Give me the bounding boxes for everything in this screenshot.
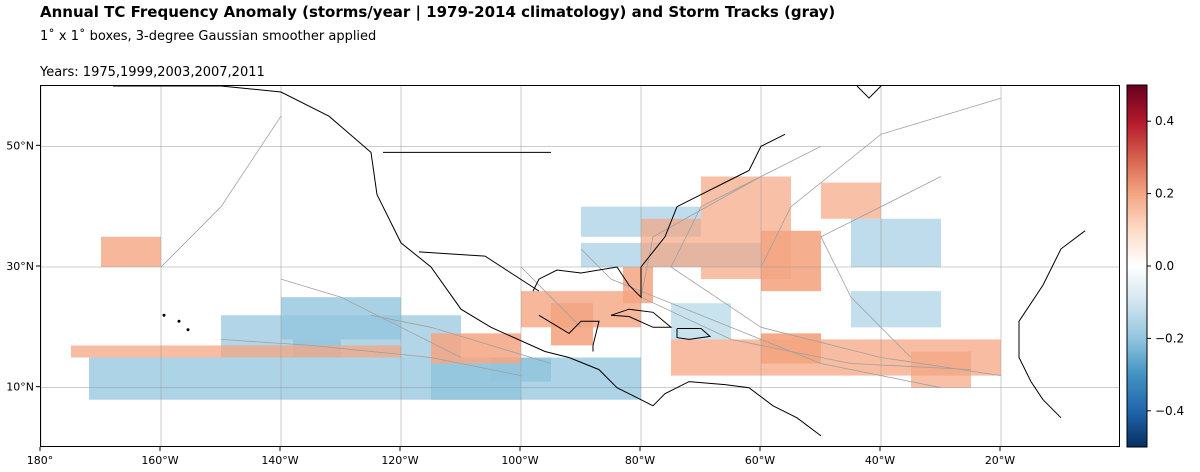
coastline — [113, 86, 654, 407]
anomaly-cell — [671, 303, 731, 340]
storm-track — [760, 97, 1002, 268]
latitude-ticks: 10°N 30°N 50°N — [6, 139, 40, 394]
map-canvas — [41, 86, 1119, 446]
coastline — [532, 133, 786, 299]
colorbar-tick-label: −0.4 — [1155, 404, 1184, 418]
anomaly-cell — [641, 218, 701, 267]
colorbar-tick-label: 0.4 — [1155, 114, 1174, 128]
coastline — [652, 381, 822, 437]
anomaly-cell — [851, 218, 941, 267]
anomaly-cell — [71, 345, 401, 358]
lon-tick-label: 180° — [27, 454, 54, 467]
colorbar-ticks: 0.4 0.2 0.0 −0.2 −0.4 — [1147, 114, 1184, 418]
coastline — [610, 308, 673, 328]
anomaly-layer — [71, 176, 1001, 400]
storm-track — [370, 314, 552, 364]
anomaly-cell — [281, 297, 401, 340]
anomaly-cell — [101, 236, 161, 267]
coastline — [856, 86, 882, 99]
storm-track — [280, 278, 462, 358]
colorbar-tick-label: 0.0 — [1155, 259, 1174, 273]
years-label: Years: 1975,1999,2003,2007,2011 — [40, 65, 265, 80]
lon-tick-label: 120°W — [381, 454, 418, 467]
storm-track — [640, 176, 972, 370]
colorbar-tick-label: 0.2 — [1155, 187, 1174, 201]
lon-tick-label: 140°W — [261, 454, 298, 467]
anomaly-cell — [761, 230, 821, 292]
coastline — [538, 314, 600, 352]
anomaly-cell — [89, 357, 641, 400]
coastline — [1018, 230, 1086, 419]
colorbar: 0.4 0.2 0.0 −0.2 −0.4 — [1126, 84, 1184, 448]
storm-track — [820, 176, 942, 358]
lat-tick-label: 30°N — [6, 260, 34, 273]
storm-track — [670, 145, 1002, 376]
storm-tracks — [160, 97, 1002, 389]
storm-track — [220, 339, 522, 376]
lon-tick-label: 60°W — [745, 454, 775, 467]
map-panel — [40, 85, 1120, 447]
anomaly-cell — [761, 333, 821, 364]
chart-title: Annual TC Frequency Anomaly (storms/year… — [40, 3, 836, 21]
storm-track — [520, 266, 582, 328]
anomaly-cell — [431, 333, 521, 364]
lon-tick-label: 100°W — [501, 454, 538, 467]
anomaly-cell — [551, 303, 593, 346]
lon-tick-label: 20°W — [985, 454, 1015, 467]
storm-track — [160, 115, 282, 268]
colorbar-gradient — [1126, 84, 1148, 448]
lat-tick-label: 50°N — [6, 139, 34, 152]
graticule — [41, 86, 1119, 446]
lon-tick-label: 80°W — [625, 454, 655, 467]
lon-tick-label: 40°W — [865, 454, 895, 467]
island — [186, 328, 190, 332]
island — [177, 319, 181, 323]
island — [162, 313, 166, 317]
chart-subtitle: 1˚ x 1˚ boxes, 3-degree Gaussian smoothe… — [40, 29, 377, 44]
anomaly-cell — [821, 182, 881, 219]
storm-track — [580, 248, 942, 389]
colorbar-tick-label: −0.2 — [1155, 331, 1184, 345]
coastlines — [113, 86, 1086, 437]
lon-tick-label: 160°W — [141, 454, 178, 467]
lat-tick-label: 10°N — [6, 381, 34, 394]
longitude-ticks: 180° 160°W 140°W 120°W 100°W 80°W 60°W 40°W 20°W — [27, 447, 1015, 467]
anomaly-cell — [623, 267, 653, 304]
anomaly-cell — [851, 291, 941, 328]
coastline — [676, 328, 712, 340]
border — [418, 251, 540, 292]
